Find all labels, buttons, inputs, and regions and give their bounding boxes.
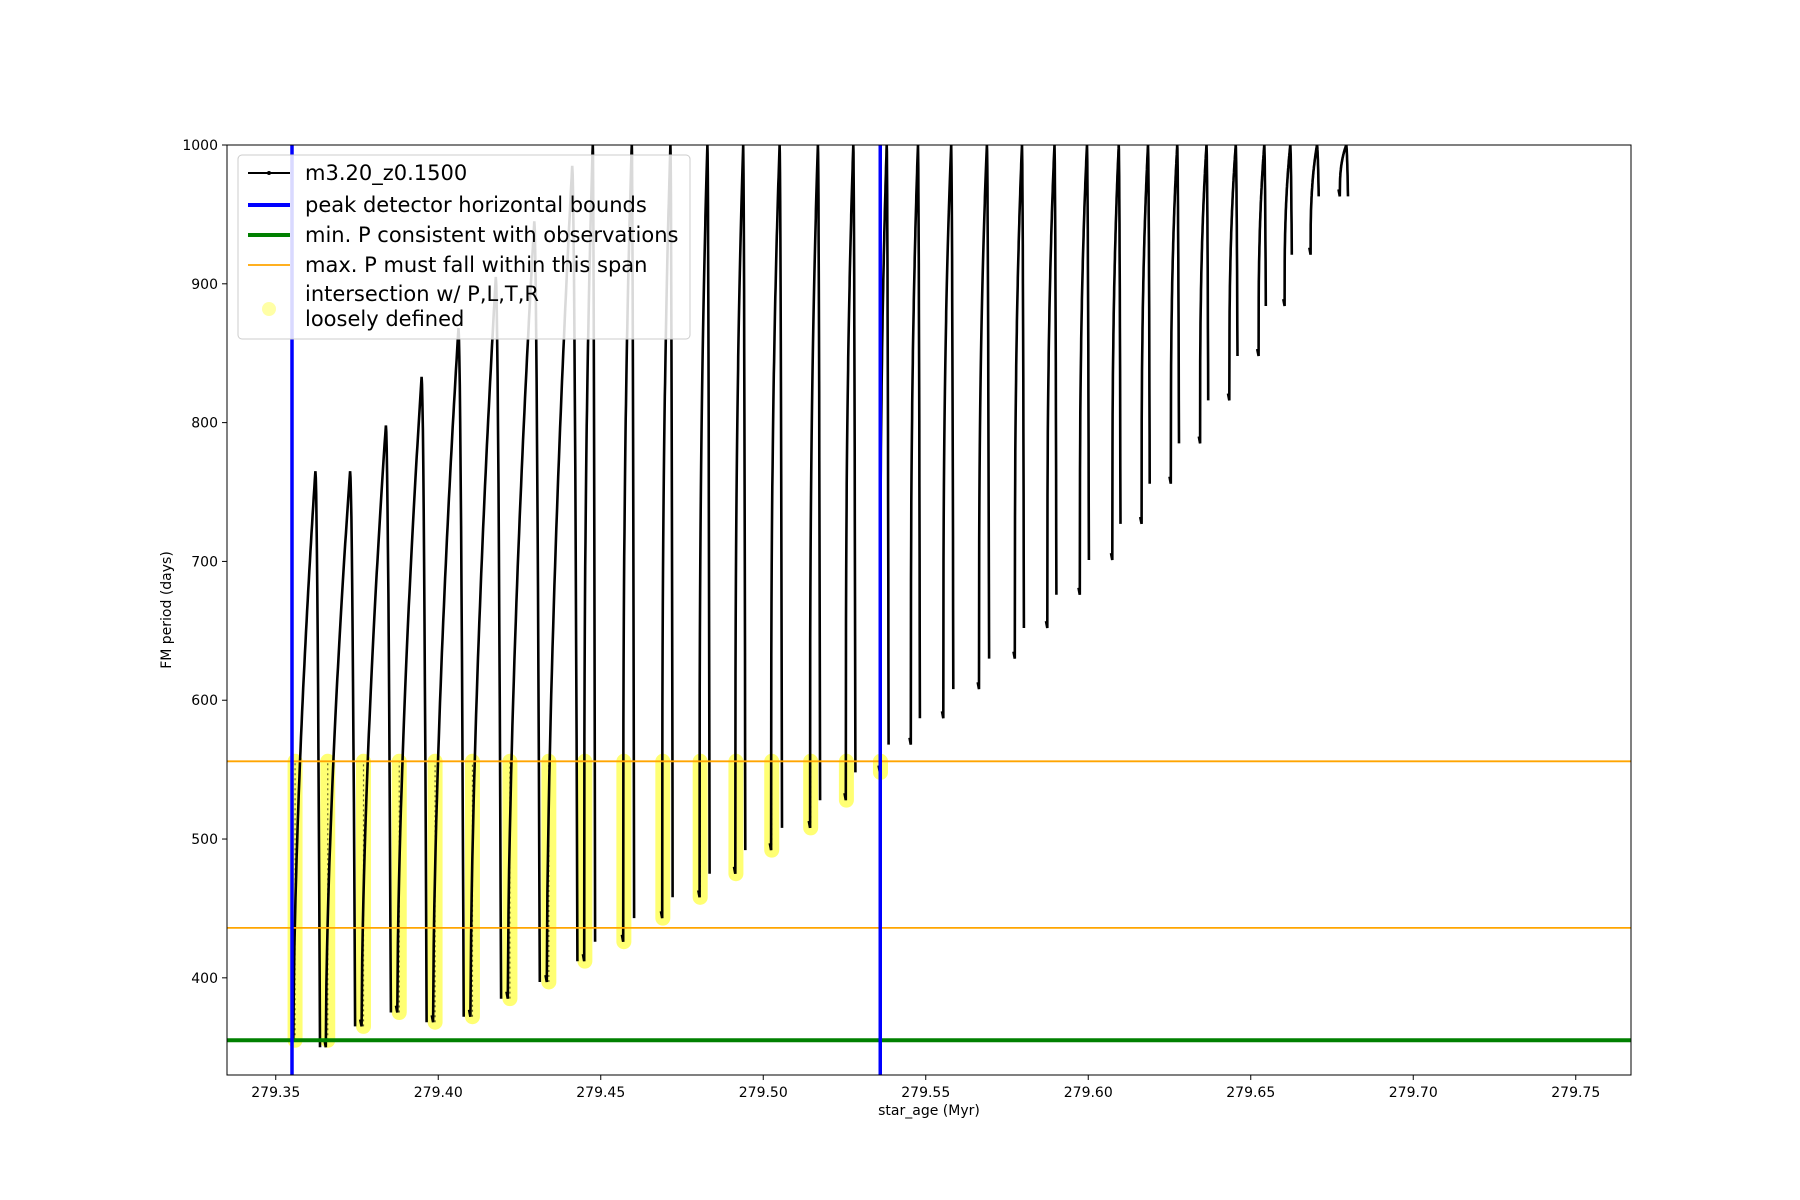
curve-cycle [732,145,747,874]
legend-box [237,154,691,340]
x-tick-label: 279.60 [1064,1085,1113,1101]
curve-cycle [290,471,322,1048]
series-m3-20-z0-1500 [290,145,1350,1048]
x-tick-label: 279.40 [414,1085,463,1101]
legend-label: peak detector horizontal bounds [305,193,647,217]
x-axis: 279.35 279.40 279.45 279.50 279.55 279.60 279.… [251,1075,1600,1101]
legend-label: m3.20_z0.1500 [305,161,467,186]
curve-cycle [1337,145,1350,197]
curve-cycle [843,145,857,801]
curve-cycle [323,471,357,1048]
curve-cycle [1197,145,1210,444]
curve-cycle [1168,145,1181,484]
legend-label: intersection w/ P,L,T,R loosely defined [305,282,539,331]
curve-cycle [908,145,922,745]
y-tick-label: 700 [191,554,218,570]
plot-frame [226,144,1632,1076]
curve-cycle [1044,145,1058,629]
curve-cycle [807,145,822,829]
x-tick-label: 279.45 [576,1085,625,1101]
plot-content [227,145,1631,1075]
y-tick-label: 500 [191,832,218,848]
x-tick-label: 279.50 [739,1085,788,1101]
curve-cycle [1255,145,1268,357]
legend-handle-marker [267,171,271,175]
curve-cycle [467,276,503,1017]
curve-cycle [1012,145,1026,659]
curve-cycle [358,425,393,1027]
x-tick-label: 279.35 [251,1085,300,1101]
y-tick-label: 1000 [182,138,218,154]
curve-cycle [940,145,955,719]
y-tick-label: 900 [191,277,218,293]
curve-cycle [976,145,991,690]
curve-cycle [697,145,711,898]
legend-label: max. P must fall within this span [305,253,647,277]
curve-cycle [1077,145,1091,595]
y-axis: 400 500 600 700 800 900 1000 [182,138,227,987]
x-tick-label: 279.70 [1389,1085,1438,1101]
curve-cycle [1138,145,1151,525]
x-axis-label: star_age (Myr) [878,1103,980,1119]
curve-cycle [1226,145,1239,401]
horizontal-reference-lines [227,760,1631,1043]
curve-cycle [1282,145,1294,307]
y-tick-label: 400 [191,971,218,987]
y-tick-label: 800 [191,416,218,432]
legend-handle-marker [262,302,276,316]
x-tick-label: 279.75 [1551,1085,1600,1101]
curve-cycle [1109,145,1122,561]
curve-cycle [394,376,428,1023]
y-axis-label: FM period (days) [159,551,175,669]
x-tick-label: 279.55 [901,1085,950,1101]
legend-label: min. P consistent with observations [305,223,678,247]
curve-cycle [1308,145,1320,255]
y-tick-label: 600 [191,693,218,709]
x-tick-label: 279.65 [1226,1085,1275,1101]
curve-cycle [768,145,784,851]
